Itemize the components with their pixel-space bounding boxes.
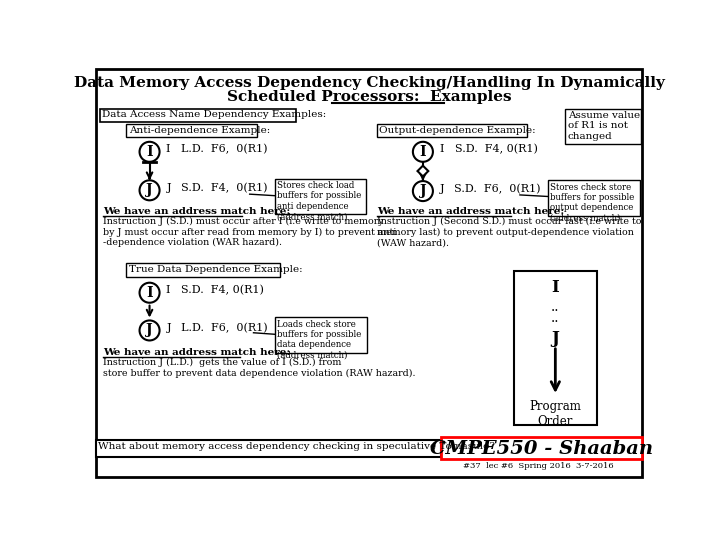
Bar <box>127 264 281 276</box>
Bar <box>96 440 441 457</box>
Text: Instruction J (L.D.)  gets the value of I (S.D.) from
store buffer to prevent da: Instruction J (L.D.) gets the value of I… <box>104 358 416 378</box>
Text: Loads check store
buffers for possible
data dependence
(address match): Loads check store buffers for possible d… <box>277 320 361 360</box>
Text: J: J <box>146 323 153 338</box>
Bar <box>514 271 597 425</box>
Text: We have an address match here:: We have an address match here: <box>377 207 564 216</box>
Text: J: J <box>146 183 153 197</box>
Text: J   S.D.  F4,  0(R1): J S.D. F4, 0(R1) <box>166 183 268 193</box>
Text: ..: .. <box>551 311 559 325</box>
Text: Stores check store
buffers for possible
output dependence
(address match): Stores check store buffers for possible … <box>550 183 634 223</box>
Circle shape <box>413 181 433 201</box>
Text: I   L.D.  F6,  0(R1): I L.D. F6, 0(R1) <box>166 144 268 154</box>
Text: Data Access Name Dependency Examples:: Data Access Name Dependency Examples: <box>102 110 326 119</box>
Polygon shape <box>418 166 428 177</box>
Text: Assume value
of R1 is not
changed: Assume value of R1 is not changed <box>567 111 640 141</box>
Text: Data Memory Access Dependency Checking/Handling In Dynamically: Data Memory Access Dependency Checking/H… <box>73 76 665 90</box>
Text: Stores check load
buffers for possible
anti dependence
(address match): Stores check load buffers for possible a… <box>277 181 361 221</box>
Bar <box>565 109 641 144</box>
Bar <box>275 179 366 214</box>
Text: We have an address match here:: We have an address match here: <box>104 207 291 216</box>
Text: I   S.D.  F4, 0(R1): I S.D. F4, 0(R1) <box>166 285 264 295</box>
Circle shape <box>413 142 433 162</box>
Bar <box>377 124 527 137</box>
Text: Output-dependence Example:: Output-dependence Example: <box>379 126 536 134</box>
Text: True Data Dependence Example:: True Data Dependence Example: <box>129 265 302 274</box>
Text: Instruction J (S.D.) must occur after I (i.e write to memory
by J must occur aft: Instruction J (S.D.) must occur after I … <box>104 217 397 247</box>
Text: J   L.D.  F6,  0(R1): J L.D. F6, 0(R1) <box>166 323 268 333</box>
Bar <box>275 318 367 353</box>
Text: J: J <box>420 184 426 198</box>
Text: I   S.D.  F4, 0(R1): I S.D. F4, 0(R1) <box>440 144 538 154</box>
Text: Program
Order: Program Order <box>529 400 581 428</box>
Text: We have an address match here:: We have an address match here: <box>104 348 291 357</box>
Text: #37  lec #6  Spring 2016  3-7-2016: #37 lec #6 Spring 2016 3-7-2016 <box>463 462 613 470</box>
Text: I: I <box>146 145 153 159</box>
Text: Anti-dependence Example:: Anti-dependence Example: <box>129 126 270 134</box>
Circle shape <box>140 283 160 303</box>
Text: Scheduled Processors:  Examples: Scheduled Processors: Examples <box>227 90 511 104</box>
Bar <box>548 180 640 215</box>
Circle shape <box>140 180 160 200</box>
Text: I: I <box>552 279 559 296</box>
Bar <box>127 124 257 137</box>
Text: Instruction J (Second S.D.) must occur last (i.e write to
memory last) to preven: Instruction J (Second S.D.) must occur l… <box>377 217 642 247</box>
Text: ..: .. <box>551 300 559 314</box>
Text: What about memory access dependency checking in speculative Tomasulo?: What about memory access dependency chec… <box>98 442 495 451</box>
Text: I: I <box>146 286 153 300</box>
Text: CMPE550 - Shaaban: CMPE550 - Shaaban <box>430 440 653 458</box>
Text: J   S.D.  F6,  0(R1): J S.D. F6, 0(R1) <box>440 184 541 194</box>
Bar <box>99 109 296 122</box>
Text: J: J <box>552 330 559 347</box>
Bar <box>441 437 642 459</box>
Circle shape <box>140 142 160 162</box>
Circle shape <box>140 320 160 340</box>
Text: I: I <box>420 145 426 159</box>
